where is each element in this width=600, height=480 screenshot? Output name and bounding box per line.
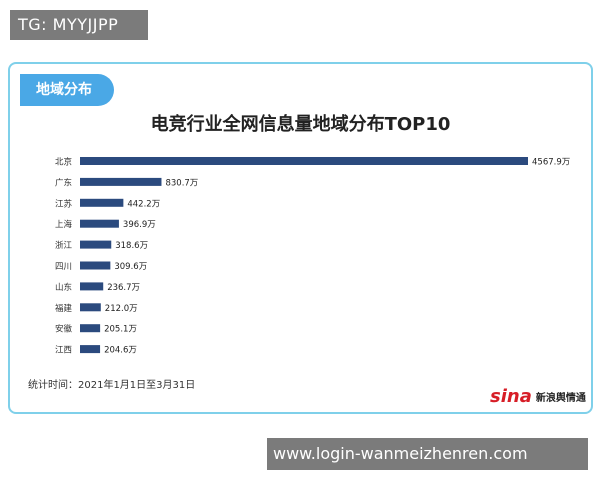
bar bbox=[80, 240, 112, 249]
value-label: 236.7万 bbox=[107, 283, 140, 293]
bar bbox=[80, 198, 124, 207]
category-label: 上海 bbox=[55, 219, 73, 230]
bar bbox=[80, 219, 119, 228]
category-label: 广东 bbox=[55, 177, 72, 188]
category-label: 福建 bbox=[55, 303, 73, 314]
bar bbox=[80, 324, 101, 333]
value-label: 212.0万 bbox=[105, 304, 138, 314]
category-label: 江苏 bbox=[55, 198, 73, 209]
chart-title: 电竞行业全网信息量地域分布TOP10 bbox=[150, 114, 451, 135]
value-label: 309.6万 bbox=[114, 262, 147, 272]
category-label: 四川 bbox=[55, 262, 72, 272]
brand-mark: sina 新浪舆情通 bbox=[490, 386, 586, 407]
bar bbox=[80, 282, 104, 291]
statistics-period-note: 统计时间：2021年1月1日至3月31日 bbox=[28, 380, 196, 391]
bar bbox=[80, 177, 162, 186]
category-label: 安徽 bbox=[55, 324, 73, 335]
value-label: 396.9万 bbox=[123, 220, 156, 230]
value-label: 205.1万 bbox=[104, 325, 137, 335]
category-label: 浙江 bbox=[55, 240, 73, 251]
chart-card: 地域分布 电竞行业全网信息量地域分布TOP10 北京 4567.9万广东 830.7… bbox=[8, 62, 593, 414]
bar bbox=[80, 157, 528, 165]
brand-name: 新浪舆情通 bbox=[535, 393, 586, 404]
value-label: 4567.9万 bbox=[532, 158, 570, 168]
bar bbox=[80, 345, 101, 354]
category-label: 山东 bbox=[55, 282, 72, 293]
section-label-pill: 地域分布 bbox=[20, 74, 114, 106]
bar bbox=[80, 261, 111, 270]
category-label: 北京 bbox=[55, 157, 72, 168]
value-label: 830.7万 bbox=[165, 178, 198, 188]
value-label: 204.6万 bbox=[104, 346, 137, 356]
value-label: 442.2万 bbox=[127, 199, 160, 209]
watermark-top-label: TG: MYYJJPP bbox=[10, 10, 148, 40]
sina-logo-icon: sina bbox=[490, 386, 532, 407]
value-label: 318.6万 bbox=[115, 241, 148, 251]
bar bbox=[80, 303, 101, 312]
watermark-bottom-url: www.login-wanmeizhenren.com bbox=[267, 438, 588, 470]
category-label: 江西 bbox=[55, 346, 72, 356]
